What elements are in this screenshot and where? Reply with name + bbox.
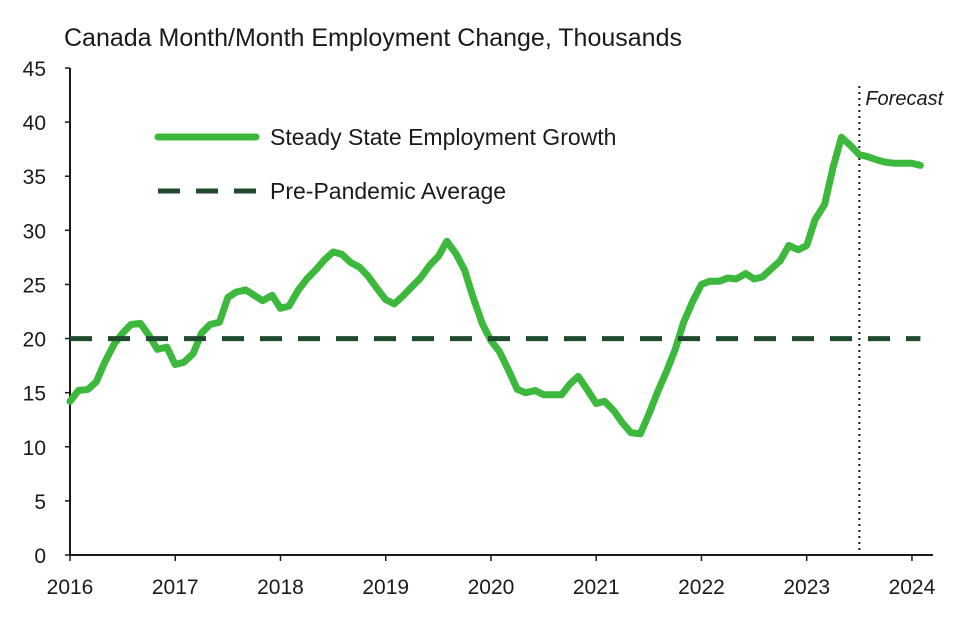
y-tick-label: 15 bbox=[23, 383, 46, 406]
chart-title: Canada Month/Month Employment Change, Th… bbox=[64, 24, 682, 52]
y-tick-label: 0 bbox=[34, 545, 46, 568]
legend-label: Steady State Employment Growth bbox=[270, 124, 616, 150]
annotations: Forecast bbox=[858, 86, 945, 555]
x-tick-label: 2019 bbox=[362, 576, 409, 599]
y-tick-label: 35 bbox=[23, 166, 46, 189]
y-tick-label: 5 bbox=[34, 491, 46, 514]
legend-label: Pre-Pandemic Average bbox=[270, 178, 506, 204]
x-tick-label: 2024 bbox=[889, 576, 936, 599]
y-tick-label: 45 bbox=[23, 58, 46, 81]
y-tick-label: 25 bbox=[23, 274, 46, 297]
y-tick-label: 40 bbox=[23, 112, 46, 135]
y-axis: 0 5 10 15 20 25 30 35 40 45 bbox=[23, 58, 71, 568]
y-tick-label: 10 bbox=[23, 437, 46, 460]
forecast-label: Forecast bbox=[865, 88, 944, 110]
x-tick-label: 2017 bbox=[152, 576, 199, 599]
x-tick-label: 2018 bbox=[257, 576, 304, 599]
series-layer bbox=[66, 133, 924, 438]
x-axis: 2016 2017 2018 2019 2020 2021 2022 2023 2024 bbox=[47, 554, 936, 599]
x-tick-label: 2021 bbox=[573, 576, 620, 599]
x-tick-label: 2022 bbox=[678, 576, 725, 599]
x-tick-label: 2023 bbox=[783, 576, 830, 599]
y-tick-label: 30 bbox=[23, 220, 46, 243]
x-tick-label: 2020 bbox=[468, 576, 515, 599]
x-tick-label: 2016 bbox=[47, 576, 94, 599]
series-line-steady-state-growth bbox=[66, 133, 924, 438]
y-tick-label: 20 bbox=[23, 329, 46, 352]
legend: Steady State Employment Growth Pre-Pandem… bbox=[154, 124, 616, 204]
